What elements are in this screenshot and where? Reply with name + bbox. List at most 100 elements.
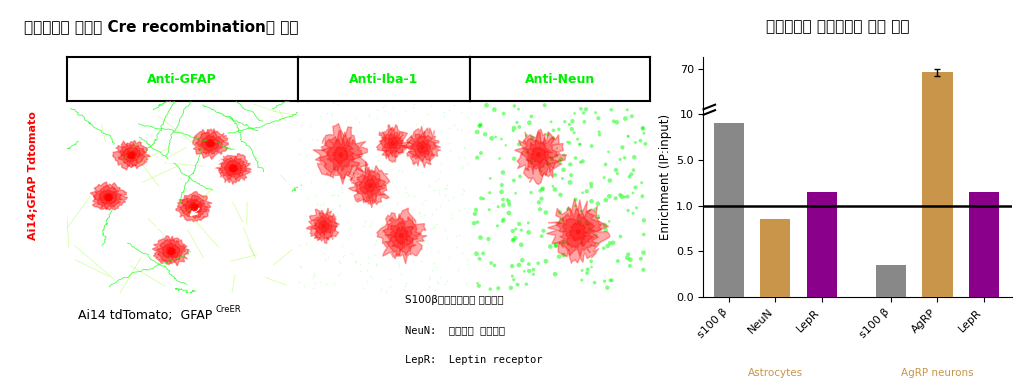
- Polygon shape: [339, 153, 343, 157]
- Polygon shape: [196, 132, 224, 155]
- Point: [484, 135, 500, 141]
- Point: [428, 221, 445, 227]
- Point: [553, 192, 569, 198]
- Point: [469, 219, 486, 225]
- Point: [533, 168, 549, 174]
- Polygon shape: [204, 139, 216, 147]
- Polygon shape: [348, 162, 389, 208]
- Point: [382, 235, 398, 242]
- Point: [406, 193, 422, 199]
- Point: [635, 125, 651, 131]
- Point: [395, 140, 412, 146]
- Point: [523, 189, 539, 195]
- Point: [162, 248, 179, 254]
- Point: [345, 148, 362, 154]
- Point: [479, 102, 495, 108]
- Point: [583, 198, 600, 204]
- Point: [387, 139, 404, 145]
- Point: [202, 140, 219, 146]
- Point: [398, 280, 415, 286]
- Point: [314, 147, 331, 154]
- Point: [601, 218, 617, 224]
- Point: [336, 252, 352, 258]
- Point: [330, 101, 346, 107]
- Point: [369, 261, 385, 267]
- Point: [534, 186, 550, 192]
- Point: [338, 118, 354, 125]
- Point: [408, 166, 424, 173]
- Point: [523, 114, 539, 120]
- Point: [583, 264, 600, 270]
- Point: [312, 212, 329, 218]
- Point: [598, 227, 614, 233]
- Point: [523, 158, 539, 164]
- Point: [368, 237, 384, 243]
- Point: [440, 235, 456, 241]
- Point: [423, 103, 440, 109]
- Polygon shape: [90, 182, 127, 210]
- Point: [296, 283, 312, 289]
- Point: [564, 126, 580, 132]
- Point: [538, 210, 555, 216]
- Point: [560, 241, 576, 247]
- Point: [493, 189, 509, 195]
- Point: [469, 155, 486, 161]
- Point: [407, 152, 423, 158]
- Point: [314, 221, 331, 227]
- Point: [307, 280, 324, 286]
- Point: [420, 111, 436, 117]
- Point: [384, 214, 401, 220]
- Point: [532, 206, 548, 212]
- Point: [435, 113, 452, 119]
- Point: [507, 235, 524, 241]
- Point: [328, 213, 344, 219]
- Point: [494, 182, 510, 188]
- Point: [583, 143, 600, 149]
- Point: [351, 119, 368, 125]
- Polygon shape: [215, 154, 252, 184]
- Point: [504, 263, 521, 269]
- Point: [334, 243, 350, 249]
- Point: [469, 280, 486, 286]
- Point: [339, 218, 355, 224]
- Point: [555, 176, 571, 182]
- Point: [395, 141, 412, 147]
- Point: [629, 205, 645, 211]
- Polygon shape: [576, 229, 580, 234]
- Point: [495, 170, 511, 176]
- Polygon shape: [390, 141, 394, 146]
- Point: [623, 113, 640, 119]
- Point: [351, 268, 368, 274]
- Point: [564, 118, 580, 124]
- Point: [505, 178, 522, 184]
- Point: [605, 240, 621, 246]
- Point: [426, 187, 443, 193]
- Point: [619, 194, 636, 200]
- Point: [387, 157, 404, 163]
- Point: [586, 280, 603, 286]
- Point: [354, 223, 371, 229]
- Point: [398, 155, 415, 161]
- Point: [578, 106, 595, 112]
- Point: [398, 136, 415, 142]
- Point: [627, 139, 644, 146]
- Point: [597, 222, 613, 228]
- Point: [293, 186, 309, 192]
- Point: [553, 156, 569, 162]
- Point: [456, 145, 472, 151]
- Point: [495, 202, 511, 208]
- Text: LepR:  Leptin receptor: LepR: Leptin receptor: [405, 355, 542, 365]
- Bar: [760, 219, 791, 297]
- Point: [356, 218, 373, 224]
- Point: [601, 193, 617, 199]
- Point: [555, 240, 571, 246]
- Point: [578, 188, 595, 194]
- Point: [633, 138, 649, 144]
- Point: [377, 223, 393, 229]
- Point: [532, 188, 548, 194]
- Point: [326, 147, 342, 154]
- Point: [412, 237, 428, 243]
- Point: [612, 234, 629, 240]
- Point: [343, 171, 359, 177]
- Point: [610, 258, 626, 264]
